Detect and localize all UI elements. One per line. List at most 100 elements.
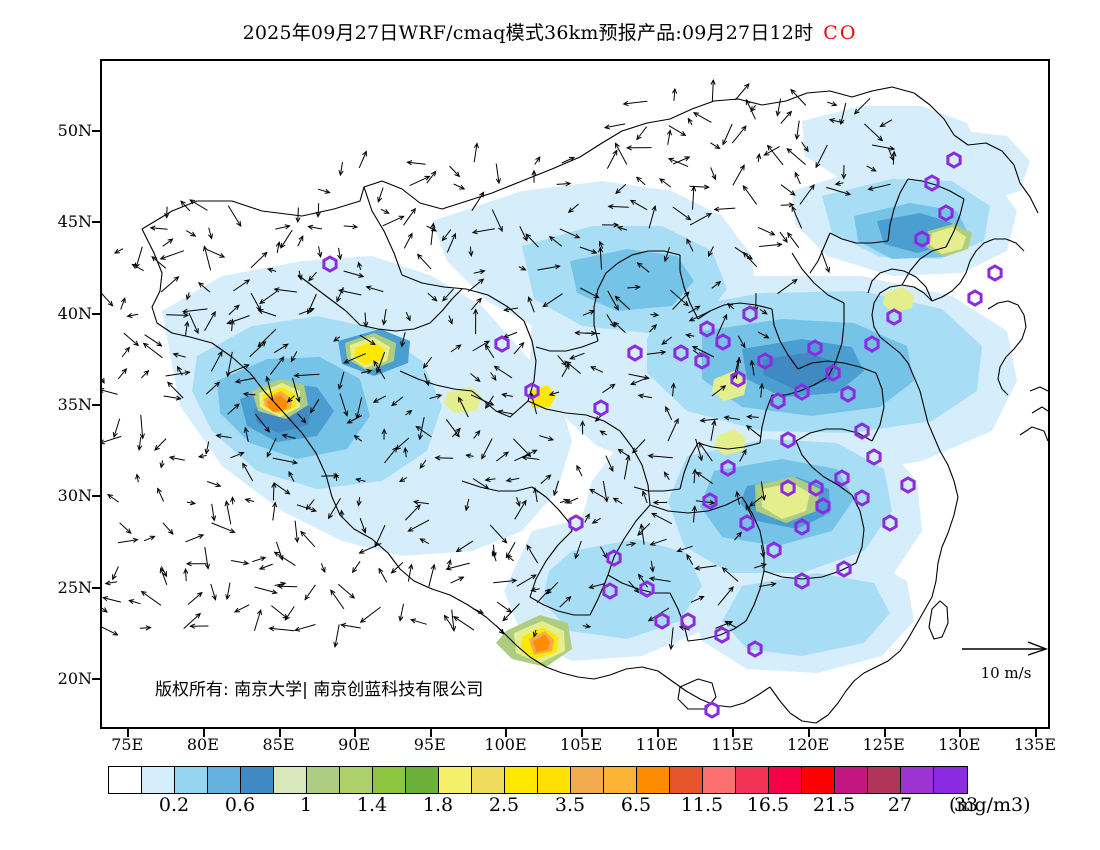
wind-arrow-icon [455,540,474,553]
wind-arrow-icon [779,231,788,244]
wind-arrow-icon [574,540,582,560]
wind-arrow-icon [638,573,649,588]
wind-arrow-icon [186,500,197,506]
city-marker-icon[interactable] [739,514,755,532]
city-marker-icon[interactable] [854,422,870,440]
forecast-map [102,78,1048,724]
wind-arrow-icon [721,567,739,582]
city-marker-icon[interactable] [524,382,540,400]
wind-arrow-icon [485,395,494,409]
wind-arrow-icon [628,580,640,594]
city-marker-icon[interactable] [780,431,796,449]
city-marker-icon[interactable] [834,469,850,487]
city-marker-icon[interactable] [742,305,758,323]
wind-arrow-icon [698,441,713,462]
city-marker-icon[interactable] [627,344,643,362]
wind-arrow-icon [143,535,156,542]
wind-arrow-icon [297,235,304,247]
city-marker-icon[interactable] [720,459,736,477]
city-marker-icon[interactable] [967,289,983,307]
city-marker-icon[interactable] [639,580,655,598]
lat-tick-mark [92,221,100,224]
city-marker-icon[interactable] [673,344,689,362]
city-marker-icon[interactable] [914,230,930,248]
wind-arrow-icon [333,624,340,648]
city-marker-icon[interactable] [864,335,880,353]
wind-arrow-icon [766,144,784,166]
city-marker-icon[interactable] [808,479,824,497]
wind-arrow-icon [159,250,185,260]
city-marker-icon[interactable] [946,151,962,169]
wind-arrow-icon [502,603,520,622]
wind-arrow-icon [514,449,538,462]
city-marker-icon[interactable] [694,352,710,370]
wind-arrow-icon [252,556,267,563]
wind-arrow-icon [692,112,712,123]
wind-arrow-icon [735,356,742,379]
city-marker-icon[interactable] [606,549,622,567]
city-marker-icon[interactable] [654,612,670,630]
city-marker-icon[interactable] [602,582,618,600]
city-marker-icon[interactable] [322,255,338,273]
city-marker-icon[interactable] [593,399,609,417]
city-marker-icon[interactable] [715,333,731,351]
wind-arrow-icon [746,414,759,420]
city-marker-icon[interactable] [680,612,696,630]
colorbar-cell [637,767,670,793]
city-marker-icon[interactable] [794,383,810,401]
wind-arrow-icon [315,203,321,218]
city-marker-icon[interactable] [704,701,720,719]
city-marker-icon[interactable] [815,497,831,515]
wind-arrow-icon [140,590,162,606]
wind-arrow-icon [754,563,768,569]
city-marker-icon[interactable] [854,489,870,507]
wind-arrow-icon [710,167,717,181]
wind-arrow-icon [450,609,457,632]
wind-arrow-icon [532,629,538,638]
city-marker-icon[interactable] [924,174,940,192]
lon-tick-mark [354,729,357,737]
wind-arrow-icon [525,233,539,248]
wind-arrow-icon [249,341,267,358]
wind-arrow-icon [309,399,320,414]
city-marker-icon[interactable] [836,560,852,578]
city-marker-icon[interactable] [747,640,763,658]
city-marker-icon[interactable] [840,385,856,403]
map-plot-area[interactable] [100,59,1050,729]
wind-arrow-icon [748,496,762,507]
wind-arrow-icon [244,497,255,503]
city-marker-icon[interactable] [766,541,782,559]
city-marker-icon[interactable] [494,335,510,353]
wind-arrow-icon [527,296,535,313]
city-marker-icon[interactable] [866,448,882,466]
wind-vector-field [102,78,897,651]
city-marker-icon[interactable] [807,339,823,357]
wind-arrow-icon [272,457,299,465]
wind-arrow-icon [452,616,475,631]
city-marker-icon[interactable] [702,492,718,510]
city-marker-icon[interactable] [714,626,730,644]
city-marker-icon[interactable] [794,572,810,590]
city-marker-icon[interactable] [987,264,1003,282]
wind-arrow-icon [117,368,128,380]
city-marker-icon[interactable] [730,370,746,388]
colorbar-tick-label: 16.5 [746,794,790,816]
city-marker-icon[interactable] [900,476,916,494]
city-marker-icon[interactable] [757,352,773,370]
city-marker-icon[interactable] [938,204,954,222]
city-marker-icon[interactable] [886,308,902,326]
city-marker-icon[interactable] [770,392,786,410]
city-marker-icon[interactable] [568,514,584,532]
city-marker-icon[interactable] [699,320,715,338]
wind-arrow-icon [613,321,626,333]
city-marker-icon[interactable] [882,514,898,532]
wind-arrow-icon [381,428,387,440]
city-marker-icon[interactable] [825,364,841,382]
city-marker-icon[interactable] [780,479,796,497]
lon-tick-label: 110E [635,735,678,754]
wind-arrow-icon [102,596,122,603]
colorbar-cell [208,767,241,793]
wind-arrow-icon [453,183,466,190]
wind-arrow-icon [749,359,755,376]
city-marker-icon[interactable] [794,518,810,536]
